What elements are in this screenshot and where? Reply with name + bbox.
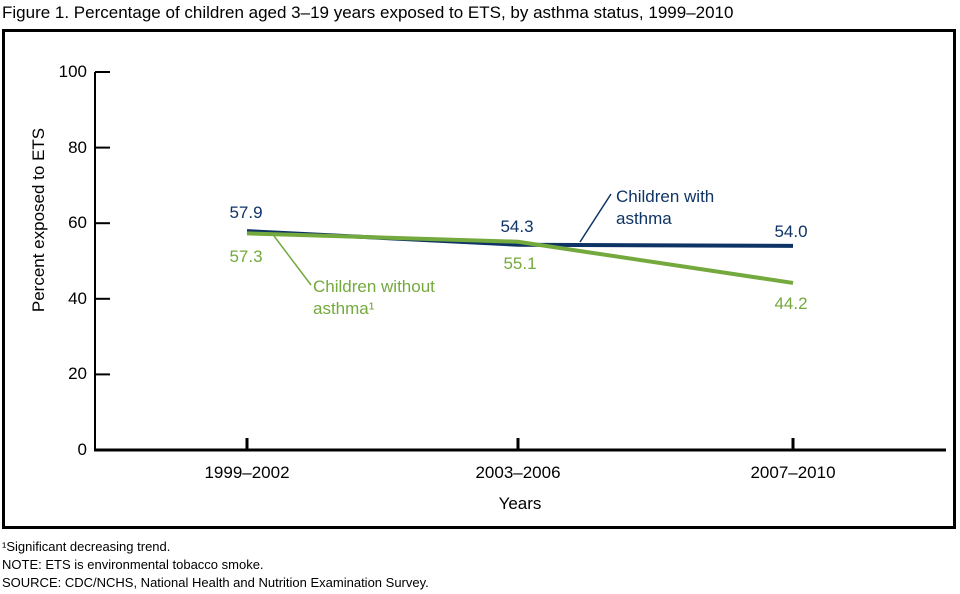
y-tick-label: 40	[68, 288, 87, 308]
data-point-label: 54.0	[774, 221, 808, 241]
x-tick-label: 2007–2010	[750, 463, 836, 482]
data-point-label: 44.2	[774, 293, 808, 313]
footnote-significance: ¹Significant decreasing trend.	[2, 539, 171, 554]
data-point-label: 57.3	[229, 247, 263, 267]
x-tick-label: 2003–2006	[475, 463, 561, 482]
x-tick-label: 1999–2002	[204, 463, 290, 482]
series-line-children-without-asthma	[246, 231, 794, 285]
y-tick-label: 20	[68, 364, 87, 384]
data-point-label: 57.9	[229, 203, 263, 223]
chart-frame	[2, 29, 956, 529]
data-point-label: 55.1	[503, 253, 537, 273]
y-tick-label: 80	[68, 137, 87, 157]
y-tick-label: 100	[58, 62, 87, 81]
footnote-note: NOTE: ETS is environmental tobacco smoke…	[2, 557, 264, 572]
footnotes: ¹Significant decreasing trend. NOTE: ETS…	[2, 538, 429, 592]
footnote-source: SOURCE: CDC/NCHS, National Health and Nu…	[2, 575, 429, 590]
figure-title: Figure 1. Percentage of children aged 3–…	[2, 3, 734, 22]
y-tick-label: 0	[77, 440, 87, 459]
leader-line-children-without-asthma	[273, 235, 312, 286]
y-tick-label: 60	[68, 213, 87, 233]
x-axis-title: Years	[498, 494, 542, 513]
leader-line-children-with-asthma	[579, 193, 612, 243]
series-annotation-children-without-asthma: Children without asthma¹	[313, 277, 435, 318]
series-annotation-children-with-asthma: Children with asthma	[616, 187, 715, 228]
data-point-label: 54.3	[500, 216, 534, 236]
